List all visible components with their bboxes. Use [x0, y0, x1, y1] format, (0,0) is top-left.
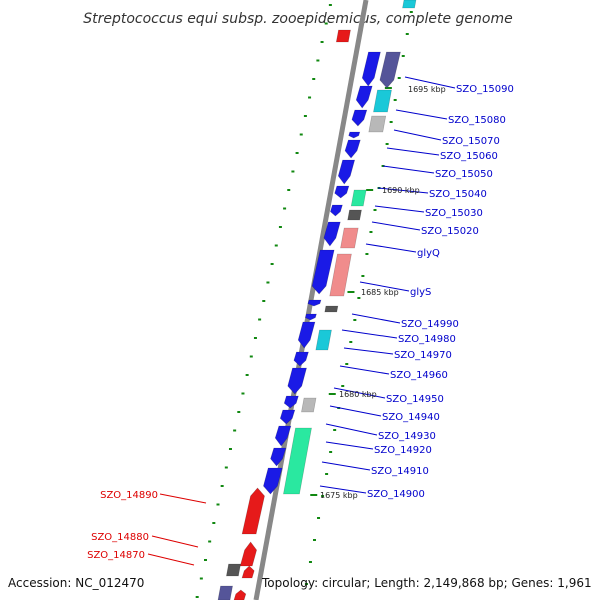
gene-feature	[274, 425, 292, 447]
leader-line	[321, 461, 371, 471]
gene-feature	[337, 159, 356, 185]
gene-feature	[379, 51, 401, 89]
gene-label-SZO_14900[interactable]: SZO_14900	[367, 489, 425, 500]
gene-features	[217, 0, 417, 600]
leader-line	[325, 441, 374, 450]
gene-label-SZO_14880[interactable]: SZO_14880	[91, 532, 149, 543]
genome-title: Streptococcus equi subsp. zooepidemicus,…	[83, 11, 513, 27]
gene-feature	[307, 299, 322, 307]
gene-feature	[340, 227, 359, 249]
gene-feature	[233, 589, 247, 600]
gene-label-SZO_15070[interactable]: SZO_15070	[442, 136, 500, 147]
outer-tick-ring	[195, 4, 413, 598]
gene-label-SZO_14940[interactable]: SZO_14940	[382, 412, 440, 423]
leader-line	[371, 221, 421, 231]
accession-text: Accession: NC_012470	[8, 576, 144, 590]
gene-feature	[263, 467, 283, 495]
gene-label-glyS[interactable]: glyS	[410, 287, 431, 298]
gene-label-SZO_14930[interactable]: SZO_14930	[378, 431, 436, 442]
gene-feature	[361, 51, 381, 87]
leader-line	[329, 405, 382, 417]
gene-feature	[324, 305, 339, 313]
gene-feature	[350, 189, 367, 207]
gene-label-glyQ[interactable]: glyQ	[417, 248, 440, 259]
leader-line	[341, 329, 398, 339]
gene-label-SZO_15060[interactable]: SZO_15060	[440, 151, 498, 162]
gene-label-SZO_15030[interactable]: SZO_15030	[425, 208, 483, 219]
leader-line	[147, 553, 195, 566]
gene-label-SZO_14980[interactable]: SZO_14980	[398, 334, 456, 345]
scale-label-1675: 1675 kbp	[320, 491, 358, 500]
gene-label-SZO_14950[interactable]: SZO_14950	[386, 394, 444, 405]
leader-line	[339, 365, 390, 375]
gene-feature	[301, 397, 317, 413]
gene-feature	[402, 0, 417, 9]
gene-label-SZO_14910[interactable]: SZO_14910	[371, 466, 429, 477]
gene-feature	[315, 329, 332, 351]
gene-feature	[368, 115, 387, 133]
scale-label-1695: 1695 kbp	[408, 85, 446, 94]
leader-line	[151, 535, 199, 548]
leader-line	[319, 485, 367, 494]
gene-feature	[329, 253, 352, 297]
leader-line	[386, 147, 440, 156]
leader-line	[365, 243, 417, 253]
gene-feature	[293, 351, 309, 367]
gene-label-SZO_15040[interactable]: SZO_15040	[429, 189, 487, 200]
gene-label-SZO_14970[interactable]: SZO_14970	[394, 350, 452, 361]
leader-line	[404, 76, 456, 89]
gene-label-SZO_14990[interactable]: SZO_14990	[401, 319, 459, 330]
scale-label-1685: 1685 kbp	[361, 288, 399, 297]
leader-line	[374, 205, 425, 213]
gene-feature	[226, 563, 241, 577]
gene-label-SZO_15020[interactable]: SZO_15020	[421, 226, 479, 237]
gene-feature	[217, 585, 233, 600]
gene-label-SZO_15080[interactable]: SZO_15080	[448, 115, 506, 126]
gene-feature	[334, 185, 350, 199]
gene-feature	[279, 409, 296, 425]
gene-label-SZO_14920[interactable]: SZO_14920	[374, 445, 432, 456]
genome-summary-text: Topology: circular; Length: 2,149,868 bp…	[261, 576, 592, 590]
gene-feature	[270, 447, 287, 467]
leader-line	[382, 165, 435, 174]
gene-feature	[348, 131, 361, 139]
gene-feature	[351, 109, 368, 127]
scale-label-1690: 1690 kbp	[382, 186, 420, 195]
leader-line	[359, 281, 410, 292]
gene-label-SZO_14890[interactable]: SZO_14890	[100, 490, 158, 501]
leader-line	[393, 129, 442, 141]
leader-line	[343, 347, 394, 355]
gene-feature	[344, 139, 361, 159]
leader-line	[377, 187, 429, 194]
gene-feature	[241, 487, 265, 535]
leader-line	[325, 423, 378, 436]
leader-line	[351, 313, 401, 324]
gene-feature	[311, 249, 335, 295]
gene-label-SZO_14870[interactable]: SZO_14870	[87, 550, 145, 561]
gene-feature	[355, 85, 373, 109]
gene-label-SZO_15050[interactable]: SZO_15050	[435, 169, 493, 180]
gene-feature	[283, 395, 299, 409]
gene-feature	[304, 313, 317, 321]
scale-ticks	[310, 87, 392, 496]
gene-feature	[373, 89, 392, 113]
scale-label-1680: 1680 kbp	[339, 390, 377, 399]
gene-feature	[323, 221, 341, 247]
gene-feature	[297, 321, 316, 349]
gene-feature	[287, 367, 307, 395]
gene-feature	[241, 565, 255, 579]
gene-feature	[335, 29, 351, 43]
gene-feature	[330, 204, 343, 217]
gene-feature	[283, 427, 312, 495]
gene-label-SZO_14960[interactable]: SZO_14960	[390, 370, 448, 381]
gene-feature	[347, 209, 362, 221]
leader-line	[159, 493, 207, 504]
leader-line	[333, 387, 386, 399]
gene-feature	[239, 541, 257, 567]
label-leader-lines	[147, 76, 456, 566]
gene-label-SZO_15090[interactable]: SZO_15090	[456, 84, 514, 95]
leader-line	[395, 109, 448, 120]
